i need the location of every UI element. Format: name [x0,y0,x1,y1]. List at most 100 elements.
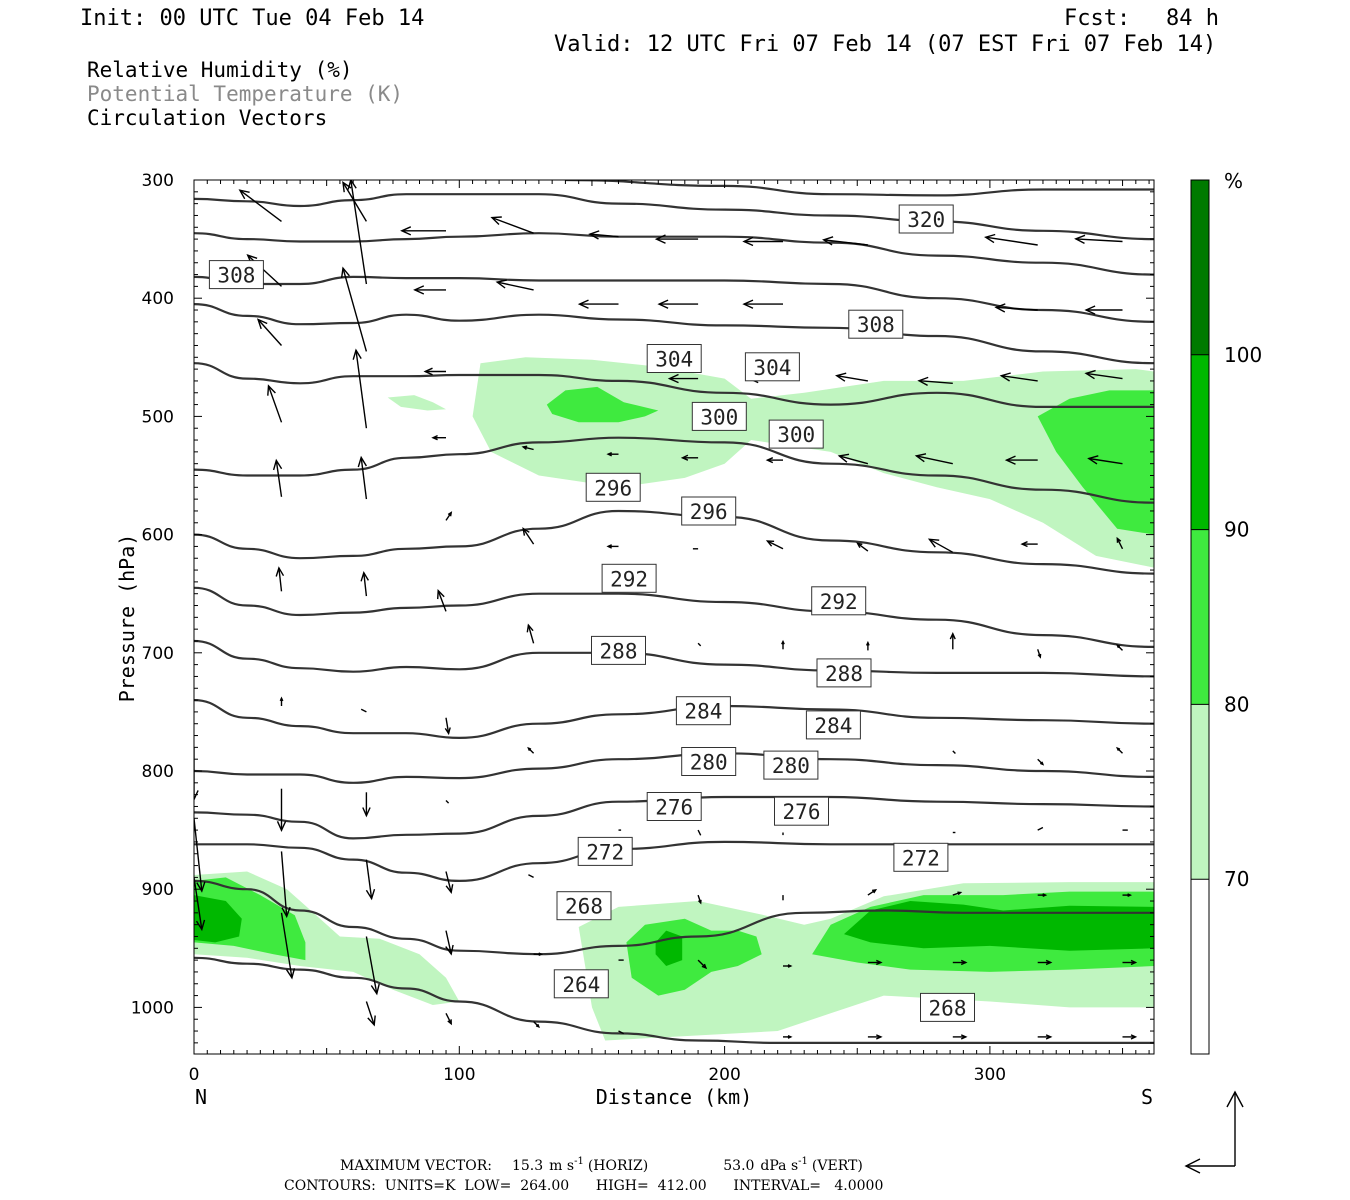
vector-arrow-42 [522,527,535,545]
vector-arrow-69 [276,788,287,833]
vector-arrow-3 [490,216,534,234]
svg-text:308: 308 [217,264,255,288]
vector-arrow-37 [1004,455,1038,465]
vector-arrow-48 [1020,540,1038,548]
theta-label-268-21: 268 [556,891,612,921]
colorbar-label-80: 80 [1224,692,1249,716]
vector-arrow-14 [340,266,368,352]
vector-arrow-47 [927,538,954,553]
vector-arrow-19 [994,303,1038,313]
vector-arrow-80 [365,859,376,901]
vector-arrow-79 [280,851,291,919]
theta-label-308-1: 308 [208,260,264,290]
theta-label-272-20: 272 [893,842,949,872]
y-tick-label-1000: 1000 [131,998,174,1018]
theta-contour-308 [194,303,1154,365]
vector-arrow-22 [267,384,283,423]
theta-contour-272 [194,840,1154,883]
vector-arrow-98 [952,959,968,966]
svg-text:300: 300 [777,423,815,447]
legend-circulation-vectors: Circulation Vectors [87,106,327,130]
colorbar-label-100: 100 [1224,343,1262,367]
vector-arrow-12 [413,285,446,295]
vector-arrow-101 [365,1001,376,1027]
vector-arrow-57 [949,632,956,650]
rh-region-70-1 [387,395,446,411]
svg-text:272: 272 [586,840,624,864]
vector-arrow-76 [1037,826,1044,831]
svg-text:296: 296 [594,476,632,500]
valid-time: Valid: 12 UTC Fri 07 Feb 14 (07 EST Fri … [554,32,1216,57]
colorbar-segment-0 [1191,879,1209,1054]
max-horiz-unit: m s [549,1158,574,1174]
max-horiz-suffix: (HORIZ) [588,1158,648,1174]
svg-text:268: 268 [929,996,967,1020]
axis-ticks: 300 400 500 600 700 800 900 1000 0 100 200 300 [131,171,1154,1085]
vector-arrow-16 [577,299,619,309]
max-vert-exponent: -1 [798,1156,808,1167]
svg-text:304: 304 [655,348,693,372]
theta-label-280-15: 280 [681,747,737,776]
colorbar-label-90: 90 [1224,518,1249,542]
vector-arrow-8 [984,233,1038,246]
theta-label-272-19: 272 [577,836,633,866]
max-horiz-exponent: -1 [574,1156,584,1167]
vector-arrow-30 [431,434,446,441]
vector-arrow-55 [781,639,785,650]
legend-relative-humidity: Relative Humidity (%) [87,58,353,82]
theta-label-276-18: 276 [774,796,829,826]
footer-contours: CONTOURS: UNITS=K LOW= 264.00 HIGH= 412.… [284,1178,883,1194]
svg-text:272: 272 [902,846,940,870]
vector-arrow-66 [1037,758,1045,766]
vector-arrow-67 [1116,746,1123,754]
rh-region-90-9 [194,895,242,943]
reference-vector [1184,1090,1244,1174]
y-tick-label-400: 400 [142,289,174,309]
theta-label-296-8: 296 [681,496,737,526]
vector-arrow-104 [618,1030,625,1035]
vector-arrow-45 [765,540,784,550]
vector-arrow-92 [1122,893,1133,897]
theta-contour-316 [194,232,1154,276]
vector-arrow-95 [697,959,708,970]
vector-arrow-24 [667,373,699,384]
vector-arrow-106 [867,1034,883,1040]
theta-label-268-23: 268 [920,992,975,1022]
x-tick-label-200: 200 [708,1065,740,1085]
svg-text:292: 292 [610,567,648,591]
vector-arrow-33 [680,454,699,461]
vector-arrow-32 [606,451,619,457]
vector-arrow-73 [697,829,702,836]
vector-arrow-99 [1037,959,1053,966]
vector-arrow-60 [279,696,284,706]
vector-arrow-90 [952,891,963,896]
legend-potential-temperature: Potential Temperature (K) [87,82,403,106]
theta-contour-312 [194,275,1154,323]
vector-arrow-5 [654,234,699,244]
vector-arrow-0 [238,189,282,222]
vector-arrow-50 [275,566,285,592]
theta-label-280-16: 280 [763,750,819,780]
theta-contour-284 [194,699,1154,740]
vector-arrow-71 [445,800,450,804]
vector-arrow-84 [280,912,296,980]
theta-label-308-2: 308 [848,309,904,339]
vector-arrow-15 [256,318,283,346]
theta-contour-304 [194,362,1154,409]
theta-contour-300 [194,436,1154,504]
colorbar-segment-2 [1191,529,1209,705]
theta-label-300-5: 300 [691,401,747,431]
circulation-vectors [194,180,1138,1040]
y-tick-label-300: 300 [142,171,174,191]
vector-arrow-41 [445,511,453,521]
init-time: Init: 00 UTC Tue 04 Feb 14 [80,6,424,31]
svg-text:308: 308 [857,313,895,337]
vector-arrow-13 [495,279,534,291]
vector-arrow-65 [952,750,956,754]
vector-arrow-49 [1116,536,1124,550]
y-tick-label-500: 500 [142,407,174,427]
vector-arrow-89 [867,888,878,896]
svg-text:284: 284 [814,714,852,738]
theta-label-304-3: 304 [646,344,702,373]
